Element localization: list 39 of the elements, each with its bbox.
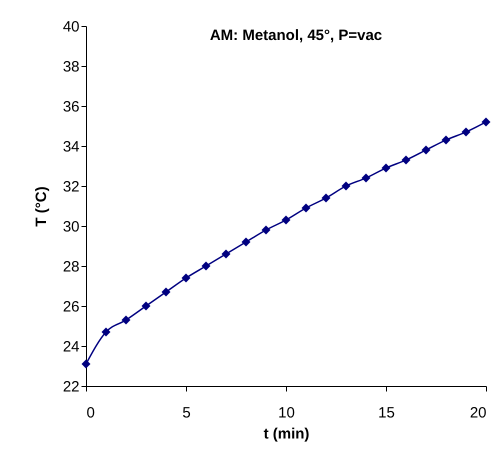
point <box>162 288 170 296</box>
point <box>382 164 390 172</box>
point <box>222 250 230 258</box>
y-tick-label: 24 <box>62 338 80 356</box>
point <box>122 316 130 324</box>
point <box>442 136 450 144</box>
point <box>402 156 410 164</box>
y-tick-label: 26 <box>62 298 80 316</box>
y-tick-label: 34 <box>62 138 80 156</box>
y-tick-label: 38 <box>62 58 80 76</box>
y-tick-label: 32 <box>62 178 80 196</box>
point <box>362 174 370 182</box>
y-tick-label: 28 <box>62 258 80 276</box>
y-tick-label: 36 <box>62 98 80 116</box>
y-tick-label: 40 <box>62 18 80 36</box>
x-tick-label: 0 <box>86 404 95 422</box>
point <box>242 238 250 246</box>
point <box>302 204 310 212</box>
point <box>482 118 490 126</box>
point <box>82 360 90 368</box>
point <box>282 216 290 224</box>
point <box>422 146 430 154</box>
x-tick-label: 15 <box>378 404 395 422</box>
x-tick-label: 10 <box>278 404 295 422</box>
point <box>142 302 150 310</box>
point <box>182 274 190 282</box>
point <box>102 328 110 336</box>
point <box>342 182 350 190</box>
y-axis-title: T (°C) <box>32 186 50 227</box>
x-tick-label: 20 <box>470 404 486 422</box>
point <box>322 194 330 202</box>
chart-title: AM: Metanol, 45°, P=vac <box>210 27 382 44</box>
point <box>202 262 210 270</box>
y-tick-label: 22 <box>62 378 80 396</box>
x-tick-label: 5 <box>182 404 191 422</box>
y-tick-label: 30 <box>62 218 80 236</box>
x-axis-title: t (min) <box>264 426 310 442</box>
point <box>262 226 270 234</box>
point <box>462 128 470 136</box>
